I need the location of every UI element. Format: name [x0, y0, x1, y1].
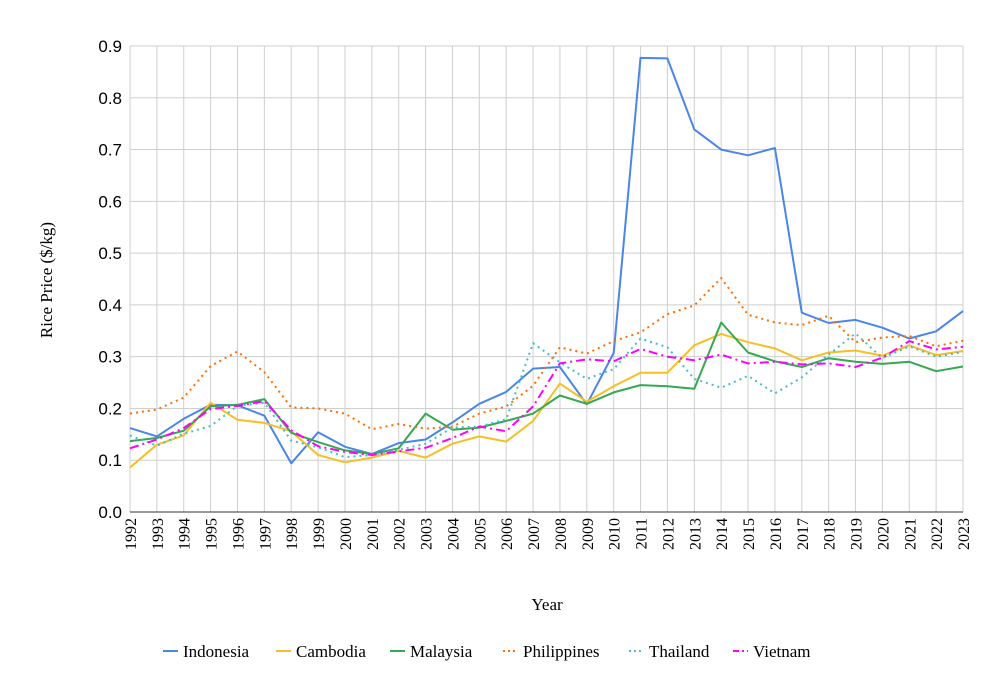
legend-label-thailand: Thailand — [649, 642, 710, 661]
y-tick-label: 0.8 — [98, 89, 122, 108]
x-tick-label: 1994 — [177, 518, 194, 550]
y-tick-label: 0.0 — [98, 503, 122, 522]
y-tick-label: 0.7 — [98, 141, 122, 160]
x-tick-label: 2010 — [607, 518, 624, 550]
x-tick-label: 1998 — [284, 518, 301, 550]
x-tick-label: 2016 — [768, 518, 785, 550]
x-tick-label: 1993 — [150, 518, 167, 550]
x-tick-label: 2023 — [956, 518, 973, 550]
x-tick-label: 2004 — [445, 518, 462, 550]
series-line-thailand — [129, 332, 964, 459]
x-tick-label: 2006 — [499, 518, 516, 550]
x-tick-label: 2021 — [902, 518, 919, 550]
y-tick-label: 0.4 — [98, 296, 122, 315]
x-tick-label: 2001 — [365, 518, 382, 550]
x-tick-label: 2019 — [849, 518, 866, 550]
legend-label-malaysia: Malaysia — [410, 642, 473, 661]
y-tick-label: 0.2 — [98, 399, 122, 418]
y-tick-label: 0.1 — [98, 451, 122, 470]
y-tick-label: 0.9 — [98, 37, 122, 56]
legend-label-cambodia: Cambodia — [296, 642, 366, 661]
x-tick-label: 1995 — [204, 518, 221, 550]
series-line-philippines — [129, 277, 964, 431]
y-tick-label: 0.3 — [98, 348, 122, 367]
x-tick-label: 2002 — [392, 518, 409, 550]
series-line-malaysia — [129, 321, 964, 455]
x-tick-label: 2012 — [660, 518, 677, 550]
x-tick-label: 2014 — [714, 518, 731, 550]
x-tick-label: 2018 — [822, 518, 839, 550]
x-tick-label: 2000 — [338, 518, 355, 550]
y-axis-title: Rice Price ($/kg) — [37, 222, 56, 338]
legend-label-vietnam: Vietnam — [753, 642, 811, 661]
x-axis-tick-labels: 1992 1993 1994 1995 1996 1997 1998 1999 2000 2001… — [123, 518, 973, 550]
legend: Indonesia Cambodia Malaysia Philippines Thai… — [163, 642, 811, 661]
x-tick-label: 2020 — [875, 518, 892, 550]
y-tick-label: 0.6 — [98, 192, 122, 211]
x-tick-label: 2022 — [929, 518, 946, 550]
legend-label-philippines: Philippines — [523, 642, 600, 661]
x-tick-label: 2005 — [472, 518, 489, 550]
x-tick-label: 1996 — [230, 518, 247, 550]
legend-label-indonesia: Indonesia — [183, 642, 250, 661]
x-tick-label: 1997 — [257, 518, 274, 550]
x-tick-label: 2009 — [580, 518, 597, 550]
x-tick-label: 2015 — [741, 518, 758, 550]
x-tick-label: 1992 — [123, 518, 140, 550]
x-tick-label: 2013 — [687, 518, 704, 550]
x-tick-label: 2017 — [795, 518, 812, 550]
series-line-vietnam — [129, 340, 964, 456]
series-line-cambodia — [129, 332, 964, 469]
gridlines — [129, 45, 964, 513]
x-tick-label: 2008 — [553, 518, 570, 550]
series-lines — [129, 56, 964, 469]
x-tick-label: 1999 — [311, 518, 328, 550]
x-tick-label: 2003 — [419, 518, 436, 550]
x-tick-label: 2011 — [634, 518, 651, 549]
y-axis-tick-labels: 0.0 0.1 0.2 0.3 0.4 0.5 0.6 0.7 0.8 0.9 — [98, 37, 122, 522]
y-tick-label: 0.5 — [98, 244, 122, 263]
x-tick-label: 2007 — [526, 518, 543, 550]
x-axis-title: Year — [531, 595, 563, 614]
